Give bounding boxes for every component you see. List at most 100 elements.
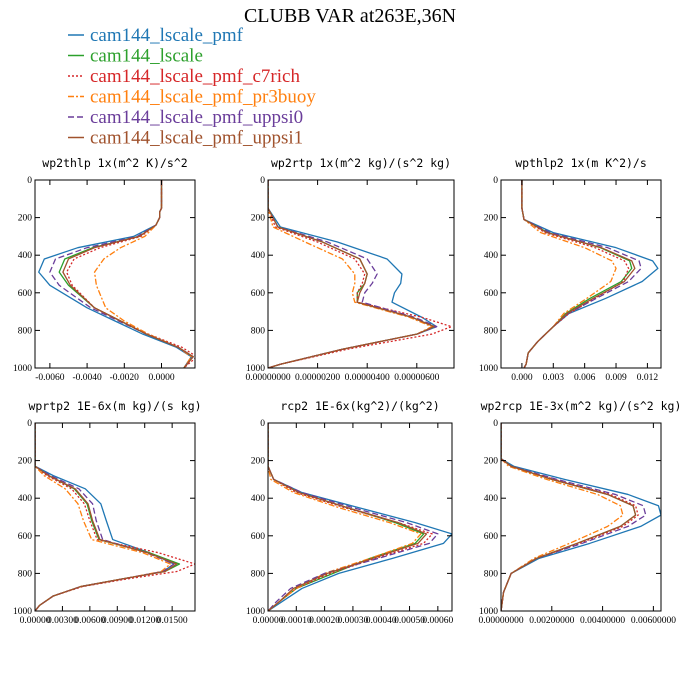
figure-title: CLUBB VAR at263E,36N: [244, 5, 456, 27]
series-line-cam144-lscale-pmf-uppsi1: [268, 423, 428, 611]
panels: wp2thlp 1x(m^2 K)/s^202004006008001000-0…: [13, 156, 681, 626]
x-tick-label: 0.00200000: [529, 616, 574, 626]
panel-title: wp2thlp 1x(m^2 K)/s^2: [42, 156, 187, 170]
series-line-cam144-lscale-pmf-c7rich: [521, 180, 630, 368]
legend-label: cam144_lscale: [90, 46, 203, 67]
y-tick-label: 1000: [479, 607, 498, 617]
legend-item-cam144-lscale-pmf: cam144_lscale_pmf: [68, 25, 244, 46]
y-tick-label: 1000: [13, 607, 32, 617]
x-tick-label: 0.00000: [253, 616, 284, 626]
series-line-cam144-lscale-pmf-pr3buoy: [268, 180, 433, 368]
legend-item-cam144-lscale-pmf-uppsi0: cam144_lscale_pmf_uppsi0: [68, 107, 303, 128]
series-group: [268, 423, 452, 611]
y-tick-label: 0: [260, 419, 265, 429]
panel-title: wp2rtp 1x(m^2 kg)/(s^2 kg): [271, 156, 451, 170]
x-tick-label: 0.00030: [337, 616, 368, 626]
y-tick-label: 1000: [246, 364, 265, 374]
y-tick-label: 400: [18, 494, 33, 504]
series-line-cam144-lscale-pmf-pr3buoy: [35, 423, 171, 611]
series-line-cam144-lscale: [268, 180, 435, 368]
y-tick-label: 400: [251, 251, 266, 261]
x-tick-label: 0.00060: [422, 616, 453, 626]
y-tick-label: 600: [251, 532, 266, 542]
series-line-cam144-lscale-pmf-pr3buoy: [93, 180, 192, 368]
y-tick-label: 0: [27, 176, 32, 186]
y-tick-label: 200: [484, 457, 499, 467]
panel-wprtp2: wprtp2 1E-6x(m kg)/(s kg) 0 200 400 600 800 10…: [13, 399, 202, 626]
series-line-cam144-lscale-pmf-uppsi1: [62, 180, 194, 368]
y-tick-label: 600: [18, 532, 33, 542]
series-line-cam144-lscale-pmf-uppsi0: [268, 423, 439, 611]
y-tick-label: 200: [251, 214, 266, 224]
series-line-cam144-lscale-pmf-uppsi0: [268, 180, 438, 368]
y-tick-label: 0: [493, 419, 498, 429]
series-line-cam144-lscale-pmf: [38, 180, 192, 368]
y-tick-label: 600: [484, 289, 499, 299]
legend-label: cam144_lscale_pmf_c7rich: [90, 66, 300, 87]
y-tick-label: 800: [18, 326, 33, 336]
legend-item-cam144-lscale-pmf-uppsi1: cam144_lscale_pmf_uppsi1: [68, 128, 303, 149]
y-tick-label: 600: [251, 289, 266, 299]
series-line-cam144-lscale: [521, 180, 633, 368]
x-tick-label: 0.0000: [148, 373, 174, 383]
legend-label: cam144_lscale_pmf_uppsi0: [90, 107, 303, 128]
series-line-cam144-lscale-pmf-pr3buoy: [268, 423, 422, 611]
x-tick-label: 0.00000: [20, 616, 51, 626]
y-tick-label: 1000: [246, 607, 265, 617]
series-line-cam144-lscale-pmf-uppsi0: [49, 180, 194, 368]
legend: cam144_lscale_pmfcam144_lscalecam144_lsc…: [68, 25, 316, 149]
legend-label: cam144_lscale_pmf_uppsi1: [90, 128, 303, 149]
panel-wp2rtp: wp2rtp 1x(m^2 kg)/(s^2 kg) 0 200 400 600 800 1…: [245, 156, 455, 383]
series-line-cam144-lscale-pmf: [268, 180, 438, 368]
series-group: [521, 180, 659, 368]
y-tick-label: 800: [251, 326, 266, 336]
x-tick-label: 0.00000400: [345, 373, 390, 383]
y-tick-label: 0: [493, 176, 498, 186]
y-tick-label: 1000: [13, 364, 32, 374]
series-line-cam144-lscale-pmf-uppsi1: [501, 423, 637, 611]
series-group: [38, 180, 195, 368]
series-line-cam144-lscale-pmf-c7rich: [268, 423, 433, 611]
legend-label: cam144_lscale_pmf_pr3buoy: [90, 87, 316, 108]
series-line-cam144-lscale-pmf-uppsi1: [268, 180, 435, 368]
y-tick-label: 200: [18, 457, 33, 467]
series-line-cam144-lscale: [58, 180, 194, 368]
y-tick-label: 400: [484, 494, 499, 504]
x-tick-label: 0.00000000: [478, 616, 523, 626]
x-tick-label: 0.00010: [281, 616, 312, 626]
y-tick-label: 0: [260, 176, 265, 186]
y-tick-label: 800: [484, 569, 499, 579]
y-tick-label: 600: [18, 289, 33, 299]
y-tick-label: 600: [484, 532, 499, 542]
y-tick-label: 400: [484, 251, 499, 261]
series-group: [35, 423, 195, 611]
y-tick-label: 800: [251, 569, 266, 579]
series-line-cam144-lscale-pmf-c7rich: [35, 423, 195, 611]
series-line-cam144-lscale: [35, 423, 181, 611]
x-tick-label: 0.006: [574, 373, 596, 383]
x-tick-label: 0.00040: [366, 616, 397, 626]
panel-title: rcp2 1E-6x(kg^2)/(kg^2): [280, 399, 439, 413]
y-tick-label: 800: [484, 326, 499, 336]
y-tick-label: 0: [27, 419, 32, 429]
x-tick-label: 0.00600000: [631, 616, 676, 626]
x-tick-label: 0.00050: [394, 616, 425, 626]
series-line-cam144-lscale-pmf-c7rich: [268, 180, 453, 368]
x-tick-label: -0.0060: [35, 373, 65, 383]
panel-title: wp2rcp 1E-3x(m^2 kg)/(s^2 kg): [481, 399, 682, 413]
x-tick-label: 0.00000200: [295, 373, 340, 383]
series-line-cam144-lscale: [501, 423, 637, 611]
plot-frame: [500, 422, 662, 612]
legend-item-cam144-lscale: cam144_lscale: [68, 46, 203, 67]
y-tick-label: 800: [18, 569, 33, 579]
y-tick-label: 200: [251, 457, 266, 467]
y-tick-label: 400: [18, 251, 33, 261]
plot-frame: [267, 179, 455, 369]
series-line-cam144-lscale-pmf-uppsi1: [521, 180, 636, 368]
plot-frame: [34, 422, 196, 612]
plot-frame: [500, 179, 662, 369]
series-group: [501, 423, 661, 611]
panel-wp2thlp: wp2thlp 1x(m^2 K)/s^202004006008001000-0…: [13, 156, 196, 383]
x-tick-label: 0.003: [543, 373, 565, 383]
series-line-cam144-lscale-pmf: [268, 423, 452, 611]
